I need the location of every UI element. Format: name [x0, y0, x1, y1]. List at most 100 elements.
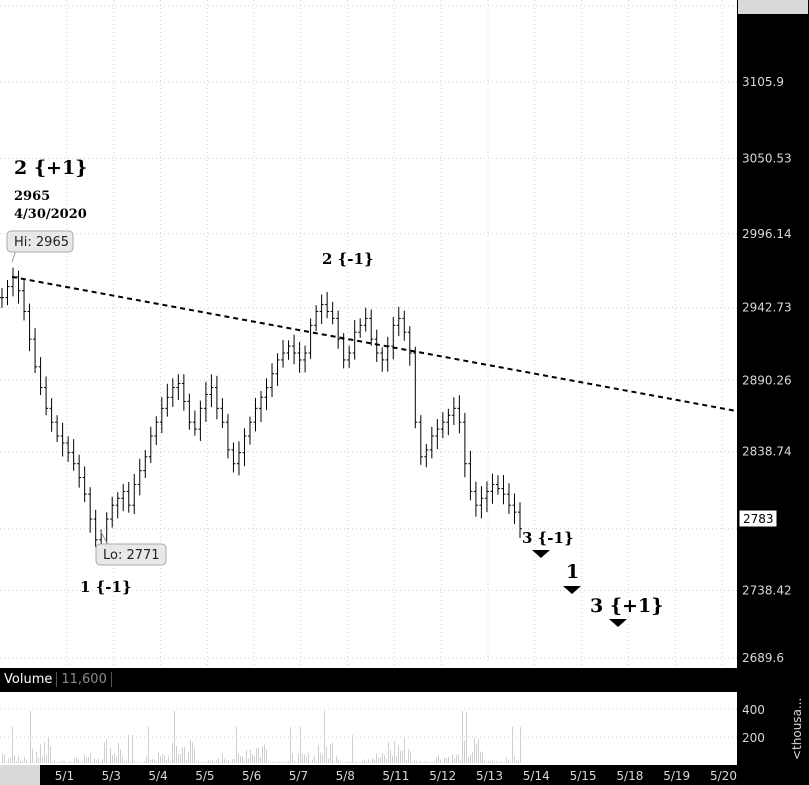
volume-bar [484, 760, 485, 763]
last-price-text: 2783 [743, 512, 774, 526]
volume-bar [496, 761, 497, 763]
volume-bar [280, 762, 281, 763]
candles [0, 267, 522, 558]
volume-bar [410, 751, 411, 763]
volume-bar [222, 753, 223, 763]
price-tick-label: 3050.53 [742, 152, 792, 166]
volume-study-name: Volume [0, 672, 58, 687]
volume-bar [406, 760, 407, 763]
volume-bar [258, 747, 259, 763]
volume-bar [64, 761, 65, 763]
volume-bar [14, 755, 15, 763]
volume-bar [206, 761, 207, 763]
annotation-proj-2: 1 [566, 561, 579, 583]
volume-bar [174, 710, 175, 763]
volume-bar [256, 748, 257, 763]
volume-bar [56, 762, 57, 763]
volume-bar [262, 746, 263, 763]
volume-header-band [0, 668, 737, 692]
volume-bar [464, 740, 465, 763]
price-tick-label: 3160.74 [742, 0, 792, 14]
grid-lines [0, 0, 737, 765]
volume-bar [400, 750, 401, 763]
volume-bar [232, 759, 233, 763]
volume-bar [514, 756, 515, 763]
volume-bar [254, 756, 255, 763]
volume-bar [200, 761, 201, 763]
volume-bar [520, 727, 521, 763]
volume-bar [2, 753, 3, 763]
volume-bar [332, 743, 333, 763]
volume-bar [434, 762, 435, 763]
annotation-high-price: 2965 [14, 189, 50, 204]
volume-bar [60, 761, 61, 763]
volume-bar [426, 760, 427, 763]
volume-bar [274, 761, 275, 763]
volume-bar [476, 743, 477, 763]
volume-bar [422, 762, 423, 763]
volume-bar [416, 761, 417, 763]
volume-bar [214, 761, 215, 763]
volume-bar [252, 754, 253, 763]
volume-bar [34, 762, 35, 763]
time-tick-label: 5/1 [55, 769, 74, 783]
volume-bar [80, 762, 81, 763]
volume-bar [132, 735, 133, 763]
volume-bar [134, 760, 135, 763]
annotation-peak-wave: 2 {-1} [322, 250, 374, 268]
volume-bar [148, 726, 149, 763]
volume-axis-panel [737, 668, 809, 765]
volume-bar [104, 742, 105, 763]
volume-bar [242, 756, 243, 763]
volume-bar [62, 760, 63, 763]
price-tick-label: 3105.9 [742, 75, 784, 89]
volume-bar [304, 754, 305, 763]
volume-bar [336, 756, 337, 763]
volume-bar [342, 762, 343, 763]
volume-bar [396, 755, 397, 763]
volume-bar [502, 761, 503, 763]
volume-bar [114, 753, 115, 763]
volume-axis-label-200: 200 [742, 731, 765, 745]
volume-bar [470, 754, 471, 763]
trendline[interactable] [11, 275, 738, 413]
volume-bar [510, 762, 511, 763]
volume-bar [340, 762, 341, 763]
volume-bar [358, 762, 359, 763]
time-tick-label: 5/13 [476, 769, 503, 783]
volume-bar [54, 760, 55, 763]
volume-bar [230, 762, 231, 763]
volume-bar [432, 762, 433, 763]
volume-bar [8, 758, 9, 763]
volume-bar [492, 761, 493, 763]
volume-bar [108, 762, 109, 763]
volume-bar [96, 760, 97, 763]
volume-bar [348, 761, 349, 763]
volume-bar [362, 761, 363, 763]
volume-panel [0, 692, 737, 765]
volume-bar [286, 761, 287, 763]
volume-bar [310, 762, 311, 763]
volume-bar [26, 759, 27, 763]
volume-bar [430, 761, 431, 763]
time-tick-label: 5/12 [429, 769, 456, 783]
time-tick-label: 5/3 [102, 769, 121, 783]
volume-bar [158, 752, 159, 763]
volume-bar [212, 760, 213, 763]
lo-callout-box [95, 543, 167, 566]
annotation-high-date: 4/30/2020 [14, 207, 87, 222]
time-tick-label: 5/4 [148, 769, 167, 783]
volume-bar [118, 742, 119, 763]
volume-bar [518, 760, 519, 763]
volume-bar [500, 761, 501, 763]
volume-bar [112, 755, 113, 763]
volume-bar [188, 752, 189, 763]
volume-bar [390, 749, 391, 763]
volume-bar [498, 762, 499, 763]
volume-bar [424, 761, 425, 763]
volume-bar [246, 750, 247, 763]
volume-bar [486, 762, 487, 763]
volume-bar [100, 762, 101, 763]
volume-study-header[interactable]: Volume 11,600 [0, 669, 112, 691]
